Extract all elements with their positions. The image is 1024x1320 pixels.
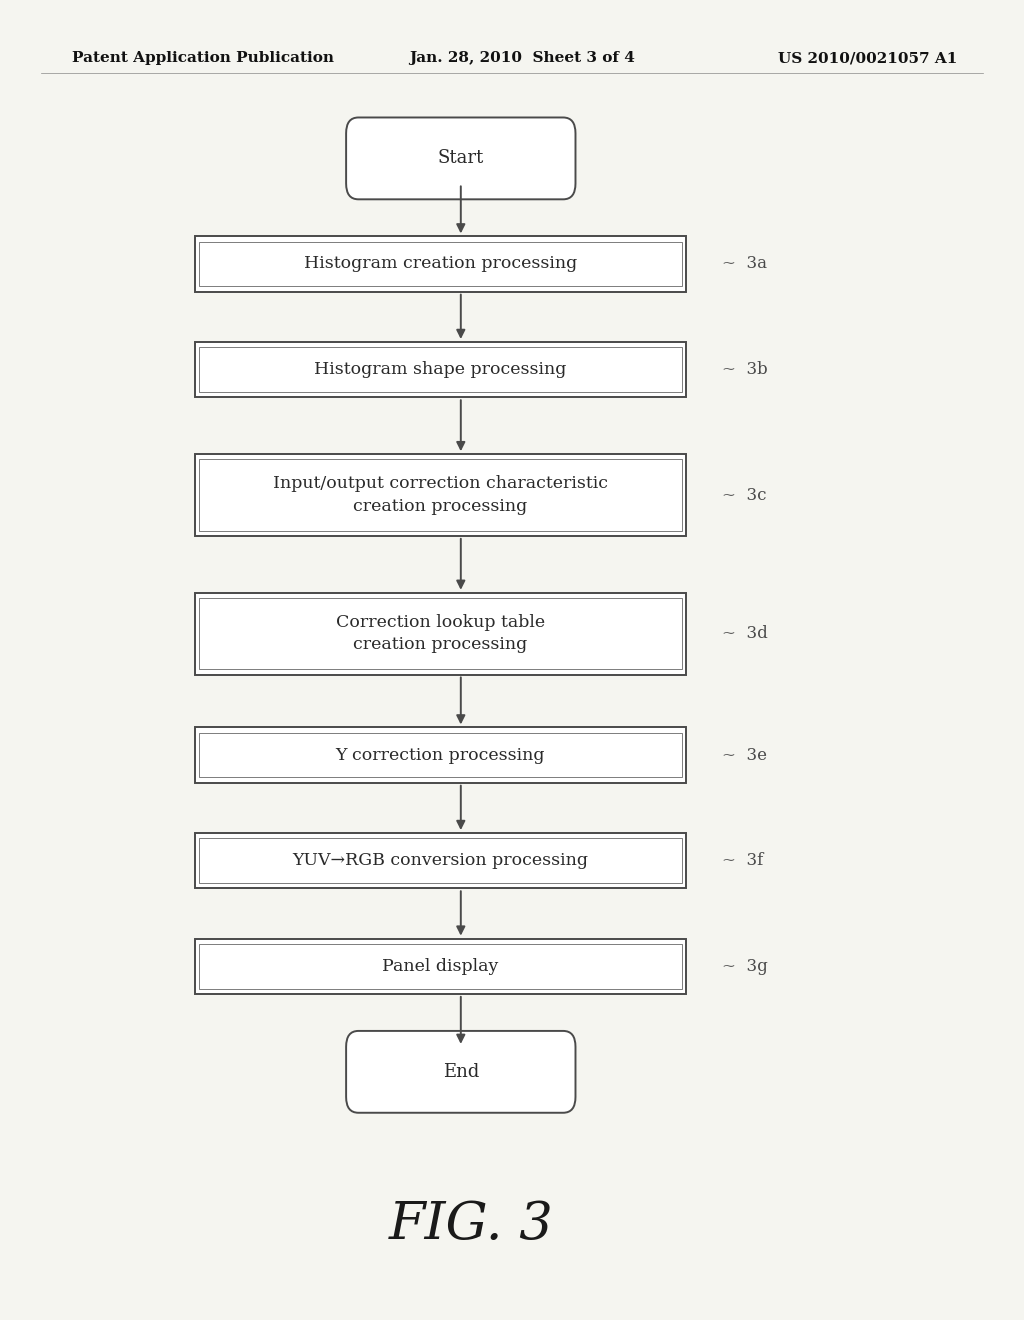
- Text: ~  3e: ~ 3e: [722, 747, 767, 763]
- FancyBboxPatch shape: [195, 727, 686, 783]
- Text: US 2010/0021057 A1: US 2010/0021057 A1: [778, 51, 957, 65]
- Text: Histogram creation processing: Histogram creation processing: [304, 256, 577, 272]
- FancyBboxPatch shape: [346, 1031, 575, 1113]
- Text: Panel display: Panel display: [382, 958, 499, 974]
- Text: ~  3d: ~ 3d: [722, 626, 768, 642]
- Text: Correction lookup table
creation processing: Correction lookup table creation process…: [336, 614, 545, 653]
- FancyBboxPatch shape: [195, 342, 686, 397]
- Text: Jan. 28, 2010  Sheet 3 of 4: Jan. 28, 2010 Sheet 3 of 4: [410, 51, 636, 65]
- Text: ~  3f: ~ 3f: [722, 853, 763, 869]
- Text: YUV→RGB conversion processing: YUV→RGB conversion processing: [292, 853, 589, 869]
- FancyBboxPatch shape: [346, 117, 575, 199]
- Text: Input/output correction characteristic
creation processing: Input/output correction characteristic c…: [272, 475, 608, 515]
- Text: ~  3g: ~ 3g: [722, 958, 768, 974]
- Text: FIG. 3: FIG. 3: [389, 1200, 553, 1250]
- Text: End: End: [442, 1063, 479, 1081]
- Text: ~  3c: ~ 3c: [722, 487, 766, 503]
- Text: Y correction processing: Y correction processing: [336, 747, 545, 763]
- FancyBboxPatch shape: [195, 593, 686, 675]
- FancyBboxPatch shape: [195, 236, 686, 292]
- FancyBboxPatch shape: [195, 939, 686, 994]
- FancyBboxPatch shape: [195, 454, 686, 536]
- Text: ~  3a: ~ 3a: [722, 256, 767, 272]
- Text: Patent Application Publication: Patent Application Publication: [72, 51, 334, 65]
- Text: ~  3b: ~ 3b: [722, 362, 768, 378]
- Text: Histogram shape processing: Histogram shape processing: [314, 362, 566, 378]
- Text: Start: Start: [437, 149, 484, 168]
- FancyBboxPatch shape: [195, 833, 686, 888]
